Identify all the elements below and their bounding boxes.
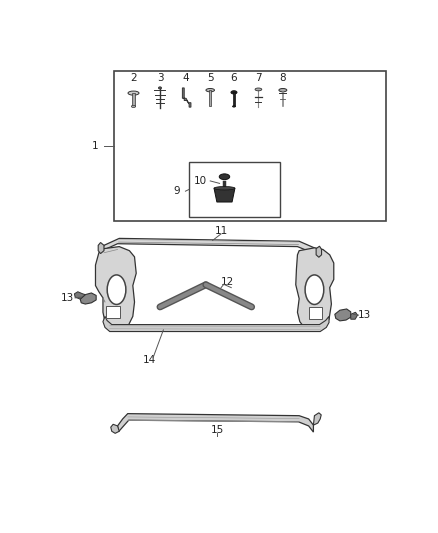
Ellipse shape bbox=[255, 88, 262, 91]
Polygon shape bbox=[314, 413, 321, 425]
Ellipse shape bbox=[305, 275, 324, 304]
Ellipse shape bbox=[219, 174, 230, 180]
Bar bbox=[209, 90, 211, 106]
Text: 14: 14 bbox=[142, 356, 156, 365]
Text: 3: 3 bbox=[157, 72, 163, 83]
Polygon shape bbox=[117, 414, 314, 432]
Text: 12: 12 bbox=[221, 277, 234, 287]
Polygon shape bbox=[351, 312, 357, 319]
Polygon shape bbox=[80, 293, 96, 304]
Ellipse shape bbox=[206, 88, 215, 92]
Bar bbox=[132, 93, 134, 107]
Ellipse shape bbox=[131, 106, 136, 108]
Ellipse shape bbox=[107, 275, 126, 304]
Bar bbox=[233, 92, 235, 107]
Bar bbox=[309, 307, 322, 319]
Polygon shape bbox=[74, 292, 85, 299]
Text: 9: 9 bbox=[173, 186, 180, 196]
Text: 2: 2 bbox=[130, 72, 137, 83]
Bar bbox=[106, 306, 120, 318]
Polygon shape bbox=[316, 246, 321, 257]
Polygon shape bbox=[296, 248, 334, 330]
Text: 7: 7 bbox=[255, 72, 262, 83]
Polygon shape bbox=[335, 309, 351, 321]
Text: 15: 15 bbox=[210, 425, 224, 435]
Ellipse shape bbox=[233, 106, 236, 107]
Text: 1: 1 bbox=[92, 141, 99, 151]
Text: 6: 6 bbox=[231, 72, 237, 83]
Text: 8: 8 bbox=[279, 72, 286, 83]
Ellipse shape bbox=[128, 91, 139, 95]
Text: 10: 10 bbox=[194, 176, 207, 186]
Text: 13: 13 bbox=[358, 310, 371, 320]
Polygon shape bbox=[214, 188, 235, 202]
Polygon shape bbox=[102, 238, 316, 254]
Text: 11: 11 bbox=[215, 227, 228, 237]
Polygon shape bbox=[111, 424, 119, 433]
Ellipse shape bbox=[214, 187, 235, 190]
Polygon shape bbox=[182, 88, 191, 107]
Polygon shape bbox=[95, 247, 136, 330]
Bar bbox=[114, 71, 386, 221]
Polygon shape bbox=[98, 243, 104, 254]
Polygon shape bbox=[103, 317, 329, 332]
Ellipse shape bbox=[231, 91, 237, 94]
Bar bbox=[189, 163, 280, 216]
Text: 4: 4 bbox=[182, 72, 189, 83]
Text: 5: 5 bbox=[207, 72, 214, 83]
Ellipse shape bbox=[279, 88, 287, 92]
Ellipse shape bbox=[159, 87, 162, 89]
Text: 13: 13 bbox=[61, 293, 74, 303]
